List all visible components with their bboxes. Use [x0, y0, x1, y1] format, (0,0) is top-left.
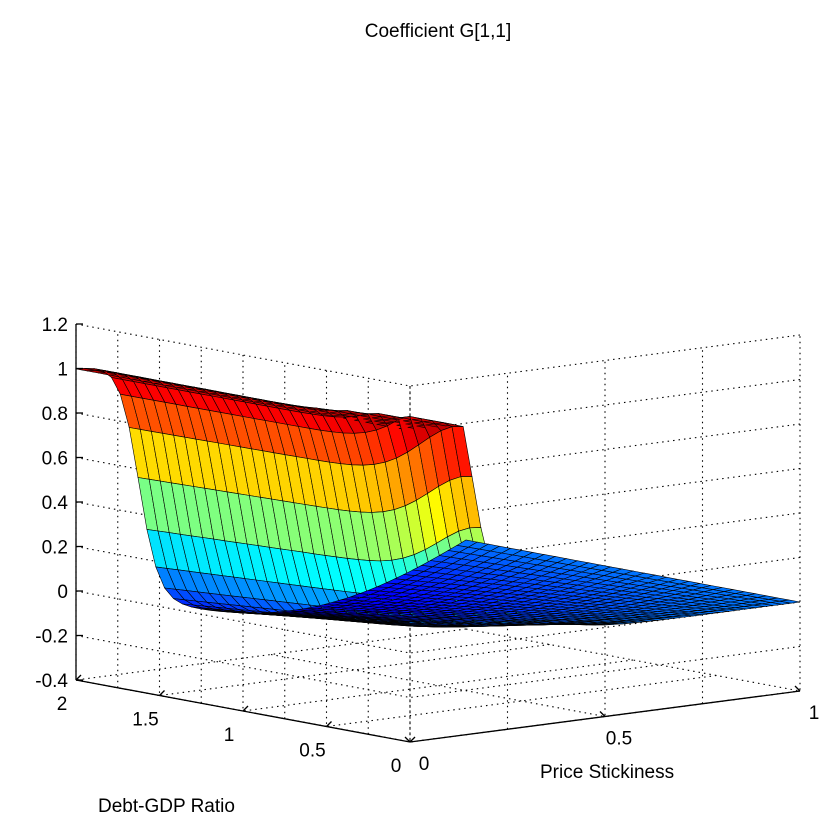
z-tick-label: -0.4 — [35, 671, 68, 692]
z-grid-line — [75, 634, 801, 699]
z-tick-label: 0 — [57, 582, 68, 603]
y-tick-label: 1 — [809, 703, 820, 724]
z-tick-label: 0.4 — [42, 493, 69, 514]
y-axis-label: Price Stickiness — [540, 762, 674, 783]
y-tick-labels: 00.51 — [404, 685, 820, 775]
y-tick-label: 0.5 — [606, 729, 632, 750]
y-tick-mark — [794, 685, 801, 692]
x-axis-label: Debt-GDP Ratio — [98, 796, 235, 817]
y-tick-mark — [404, 736, 411, 743]
x-tick-label: 1 — [224, 725, 235, 746]
z-tick-label: -0.2 — [35, 627, 68, 648]
x-tick-mark — [159, 690, 165, 696]
x-tick-label: 1.5 — [132, 710, 158, 731]
x-tick-mark — [75, 674, 82, 681]
surface-plot — [75, 367, 801, 628]
z-tick-labels: -0.4 -0.2 0 0.2 0.4 0.6 0.8 1 1.2 — [35, 315, 83, 692]
z-tick-label: 1 — [57, 360, 68, 381]
y-grid-line — [465, 335, 801, 692]
x-tick-label: 2 — [57, 694, 68, 715]
z-tick-label: 1.2 — [42, 315, 68, 336]
x-tick-mark — [326, 721, 332, 727]
z-grid-line — [75, 323, 801, 387]
x-tick-mark — [409, 736, 416, 743]
x-tick-labels: 0 0.5 1 1.5 2 — [57, 674, 416, 777]
y-tick-label: 0 — [419, 754, 430, 775]
z-grid-line — [75, 679, 801, 743]
x-tick-label: 0 — [391, 756, 402, 777]
z-tick-label: 0.2 — [42, 538, 68, 559]
z-tick-label: 0.8 — [42, 404, 68, 425]
x-tick-label: 0.5 — [299, 741, 325, 762]
x-tick-mark — [242, 705, 249, 712]
z-tick-label: 0.6 — [42, 449, 68, 470]
surface-patch — [779, 599, 801, 604]
chart-title: Coefficient G[1,1] — [365, 21, 511, 42]
y-tick-mark — [599, 711, 606, 717]
